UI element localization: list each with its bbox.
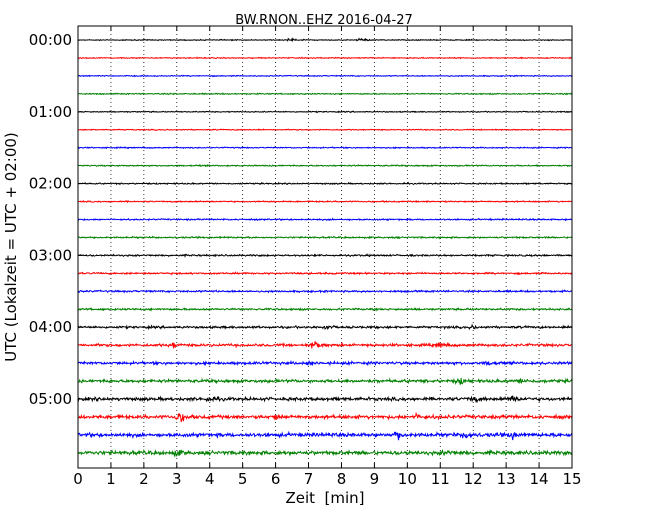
- x-tick-label: 4: [205, 470, 215, 488]
- x-tick-label: 13: [497, 470, 516, 488]
- trace-line: [77, 92, 573, 96]
- trace-line: [77, 163, 573, 168]
- x-tick-label: 15: [562, 470, 581, 488]
- trace-line: [77, 128, 573, 132]
- trace-line: [77, 359, 573, 367]
- trace-line: [77, 56, 573, 60]
- trace-line: [77, 36, 573, 43]
- y-tick-label: 05:00: [29, 390, 72, 408]
- chart-title: BW.RNON..EHZ 2016-04-27: [235, 13, 413, 28]
- trace-line: [77, 377, 573, 386]
- plot-frame: [77, 25, 573, 469]
- x-tick-label: 9: [370, 470, 380, 488]
- x-tick-label: 1: [106, 470, 116, 488]
- trace-line: [77, 235, 573, 240]
- grid: [110, 26, 540, 468]
- trace-line: [77, 430, 573, 441]
- y-tick-label: 00:00: [29, 31, 72, 49]
- x-tick-label: 5: [238, 470, 248, 488]
- trace-line: [77, 253, 573, 259]
- trace-line: [77, 411, 573, 423]
- trace-line: [77, 306, 573, 312]
- y-tick-label: 03:00: [29, 246, 72, 264]
- x-tick-label: 8: [337, 470, 347, 488]
- trace-line: [77, 199, 573, 204]
- trace-line: [77, 271, 573, 276]
- x-tick-label: 7: [304, 470, 314, 488]
- x-tick-label: 10: [398, 470, 417, 488]
- trace-line: [77, 395, 573, 404]
- y-axis: 00:00 01:00 02:00 03:00 04:00 05:00: [29, 31, 572, 408]
- x-tick-label: 11: [431, 470, 450, 488]
- y-tick-label: 01:00: [29, 103, 72, 121]
- trace-line: [77, 323, 573, 331]
- trace-line: [77, 74, 573, 78]
- x-tick-label: 12: [464, 470, 483, 488]
- trace-line: [77, 288, 573, 294]
- y-tick-label: 02:00: [29, 175, 72, 193]
- x-tick-label: 0: [73, 470, 83, 488]
- trace-line: [77, 110, 573, 114]
- x-axis: 0 1 2 3 4 5 6 7 8 9 10 11 12 13 14 15: [73, 26, 582, 488]
- x-tick-label: 14: [530, 470, 549, 488]
- x-tick-label: 3: [172, 470, 182, 488]
- x-tick-label: 6: [271, 470, 281, 488]
- trace-line: [77, 146, 573, 150]
- trace-line: [77, 217, 573, 222]
- trace-line: [77, 448, 573, 457]
- trace-line: [77, 341, 573, 349]
- trace-line: [77, 181, 573, 186]
- x-tick-label: 2: [139, 470, 149, 488]
- y-tick-label: 04:00: [29, 318, 72, 336]
- traces: [77, 36, 573, 457]
- y-axis-label: UTC (Lokalzeit = UTC + 02:00): [2, 132, 20, 362]
- x-axis-label: Zeit [min]: [285, 489, 364, 507]
